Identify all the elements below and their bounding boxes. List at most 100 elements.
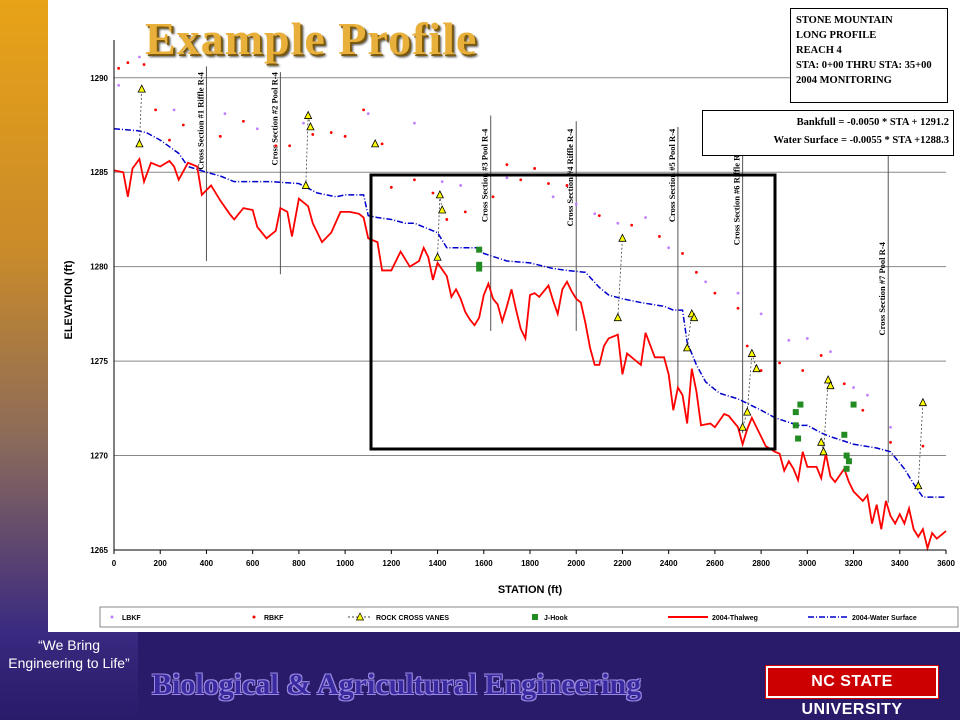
lbkf-point	[459, 184, 463, 187]
lbkf-point	[302, 121, 305, 125]
legend-marker	[532, 614, 538, 620]
rbkf-point	[242, 119, 245, 123]
rbkf-point	[801, 369, 805, 372]
y-axis-label: ELEVATION (ft)	[63, 260, 75, 339]
vane-connector	[746, 353, 753, 413]
x-tick-label: 1800	[521, 559, 539, 568]
rbkf-point	[431, 191, 435, 195]
lbkf-point	[852, 386, 855, 389]
ncsu-logo: NC STATE UNIVERSITY	[765, 665, 939, 718]
rock-cross-vane-marker	[826, 380, 835, 390]
rock-cross-vane-marker	[435, 189, 445, 199]
x-tick-label: 2800	[752, 559, 770, 568]
legend-label: 2004-Thalweg	[712, 615, 758, 622]
cross-section-label: Cross Section #1 Riffle R-4	[195, 71, 205, 169]
x-tick-label: 1400	[429, 559, 447, 568]
lbkf-point	[616, 221, 620, 225]
rbkf-point	[181, 123, 185, 127]
rbkf-point	[311, 133, 315, 136]
legend: LBKF RBKF ROCK CROSS VANES J-Hook 2004-Thalw…	[99, 606, 959, 628]
lbkf-point	[440, 180, 444, 184]
rbkf-point	[713, 291, 717, 295]
lbkf-point	[172, 108, 176, 112]
x-tick-label: 1000	[336, 559, 354, 568]
info-line: REACH 4	[796, 45, 842, 56]
rbkf-point	[491, 195, 495, 199]
j-hook-marker	[797, 401, 804, 408]
x-tick-label: 0	[112, 559, 117, 568]
x-tick-label: 200	[154, 559, 168, 568]
rock-cross-vane-marker	[743, 407, 752, 416]
rock-cross-vane-marker	[752, 363, 761, 373]
vane-connector	[617, 238, 623, 318]
x-tick-label: 600	[246, 559, 260, 568]
info-line: 2004 MONITORING	[796, 75, 892, 86]
lbkf-point	[759, 312, 763, 316]
x-tick-label: 1200	[382, 559, 400, 568]
rbkf-point	[413, 178, 416, 182]
lbkf-point	[593, 212, 597, 216]
rbkf-point	[547, 182, 550, 185]
rbkf-point	[681, 252, 684, 255]
axes: 1265 1270 1275 1280 1285 1290 0 200 400 600 800 100…	[90, 40, 955, 568]
info-box: STONE MOUNTAIN LONG PROFILE REACH 4 STA:…	[790, 8, 948, 103]
bankfull-equation: Bankfull = -0.0050 * STA + 1291.2	[796, 117, 949, 128]
rbkf-point	[759, 369, 763, 372]
j-hook-marker	[843, 452, 850, 459]
lbkf-point	[736, 291, 740, 295]
cross-section-label: Cross Section #2 Pool R-4	[269, 71, 279, 165]
legend-label: RBKF	[264, 615, 284, 622]
lbkf-point	[366, 112, 370, 116]
j-hook-marker	[792, 409, 799, 416]
equation-box: Bankfull = -0.0050 * STA + 1291.2 Water …	[702, 110, 954, 156]
highlight-box	[369, 173, 777, 451]
lbkf-point	[505, 176, 509, 180]
lbkf-point	[255, 127, 259, 131]
water-surface-line	[113, 128, 946, 498]
rbkf-point	[463, 210, 467, 214]
rbkf-point	[362, 108, 365, 112]
rbkf-point	[142, 63, 146, 66]
y-tick-label: 1290	[90, 74, 108, 83]
rbkf-point	[533, 167, 537, 170]
y-tick-label: 1285	[90, 168, 108, 177]
rbkf-point	[842, 382, 846, 386]
legend-label: LBKF	[122, 615, 141, 622]
x-axis-label: STATION (ft)	[498, 584, 563, 596]
lbkf-point	[644, 216, 647, 219]
footer-motto: “We Bring Engineering to Life”	[0, 632, 138, 720]
legend-marker	[355, 612, 365, 621]
rbkf-point	[274, 144, 278, 148]
footer-title: Biological & Agricultural Engineering	[152, 668, 642, 701]
lbkf-point	[667, 246, 671, 250]
j-hook-marker	[476, 246, 483, 253]
rbkf-point	[695, 270, 698, 274]
lbkf-point	[805, 337, 809, 340]
rock-cross-vane-marker	[303, 110, 313, 119]
y-tick-label: 1275	[90, 357, 108, 366]
x-tick-label: 800	[292, 559, 306, 568]
j-hook-marker	[795, 435, 802, 442]
j-hook-marker	[845, 458, 852, 465]
rbkf-point	[889, 440, 892, 444]
rbkf-point	[736, 306, 740, 310]
info-line: LONG PROFILE	[796, 30, 877, 41]
x-tick-label: 3200	[845, 559, 863, 568]
rock-cross-vane-marker	[306, 121, 315, 131]
series-layer	[113, 55, 947, 552]
rbkf-point	[819, 354, 823, 357]
lbkf-point	[866, 393, 869, 397]
rbkf-point	[630, 223, 634, 227]
j-hook-marker	[841, 431, 848, 438]
rock-cross-vane-marker	[689, 312, 699, 322]
rock-cross-vane-marker	[819, 446, 828, 456]
rbkf-point	[921, 444, 925, 448]
legend-marker	[252, 615, 256, 619]
lbkf-point	[117, 83, 121, 87]
lbkf-point	[787, 338, 791, 342]
x-tick-label: 2200	[614, 559, 632, 568]
x-tick-label: 1600	[475, 559, 493, 568]
info-line: STA: 0+00 THRU STA: 35+00	[796, 60, 932, 71]
rbkf-point	[329, 131, 333, 134]
rbkf-point	[126, 61, 130, 65]
